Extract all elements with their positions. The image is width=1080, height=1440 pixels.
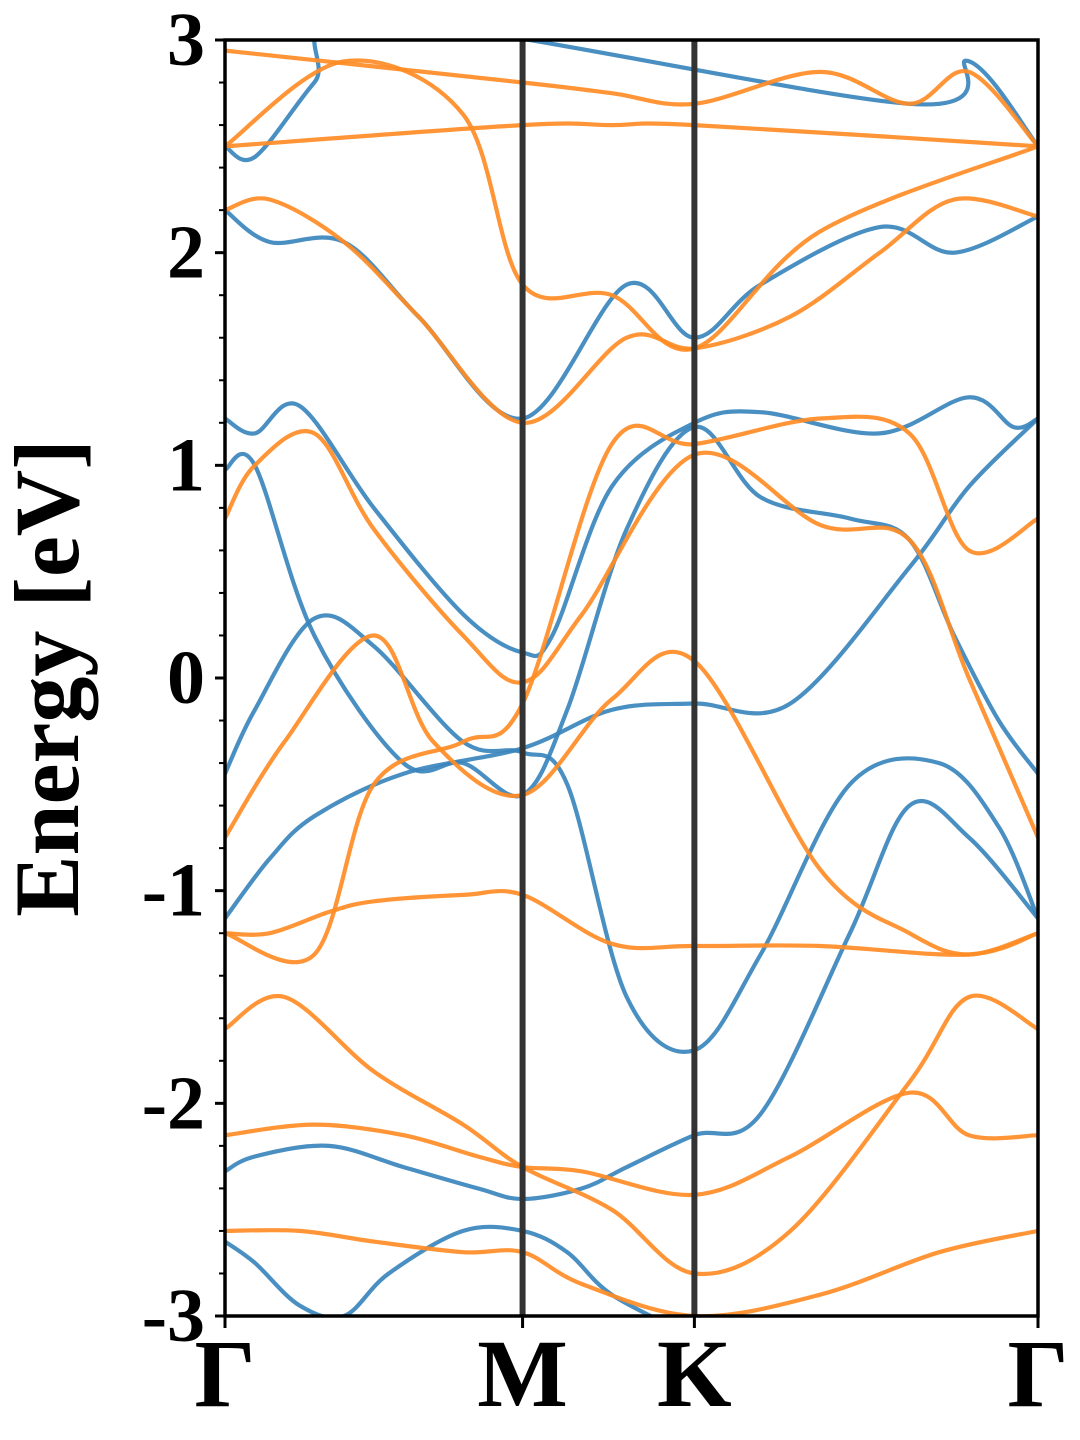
y-tick-label: 1 [167, 423, 205, 507]
series-layer [225, 40, 1038, 1316]
axes-layer [215, 38, 1040, 1328]
x-tick-label-Γ: Γ [194, 1320, 255, 1427]
y-axis-title: Energy [eV] [0, 439, 98, 917]
band-line-orange-16 [225, 196, 1038, 425]
band-line-orange-9 [225, 888, 1038, 957]
band-line-blue-5 [225, 798, 1038, 1202]
band-line-orange-10 [225, 633, 1038, 957]
band-line-blue-4 [225, 395, 1038, 659]
band-line-blue-1 [225, 416, 1038, 921]
band-line-orange-15 [225, 1228, 1038, 1316]
band-line-orange-19 [225, 121, 1038, 149]
kpoint-divider-layer [519, 40, 698, 1316]
y-tick-label: 2 [167, 211, 205, 295]
x-tick-label-M: M [477, 1320, 568, 1427]
y-tick-label: 3 [167, 0, 205, 82]
band-line-orange-13 [225, 993, 1038, 1277]
x-tick-label-Γ: Γ [1007, 1320, 1068, 1427]
band-line-orange-11 [225, 429, 1038, 840]
band-line-blue-6 [225, 1224, 656, 1316]
band-line-blue-7 [225, 208, 1038, 421]
band-line-orange-18 [225, 48, 1038, 149]
y-tick-label: 0 [167, 636, 205, 720]
band-line-blue-8 [225, 40, 1038, 163]
band-line-orange-14 [225, 1090, 1038, 1198]
y-tick-label: -3 [142, 1274, 205, 1358]
y-tick-label: -2 [142, 1061, 205, 1145]
band-line-orange-12 [225, 414, 1038, 965]
band-line-blue-2 [225, 613, 1038, 1054]
y-tick-label: -1 [142, 849, 205, 933]
band-line-orange-17 [225, 58, 1038, 352]
x-tick-label-K: K [657, 1320, 732, 1427]
